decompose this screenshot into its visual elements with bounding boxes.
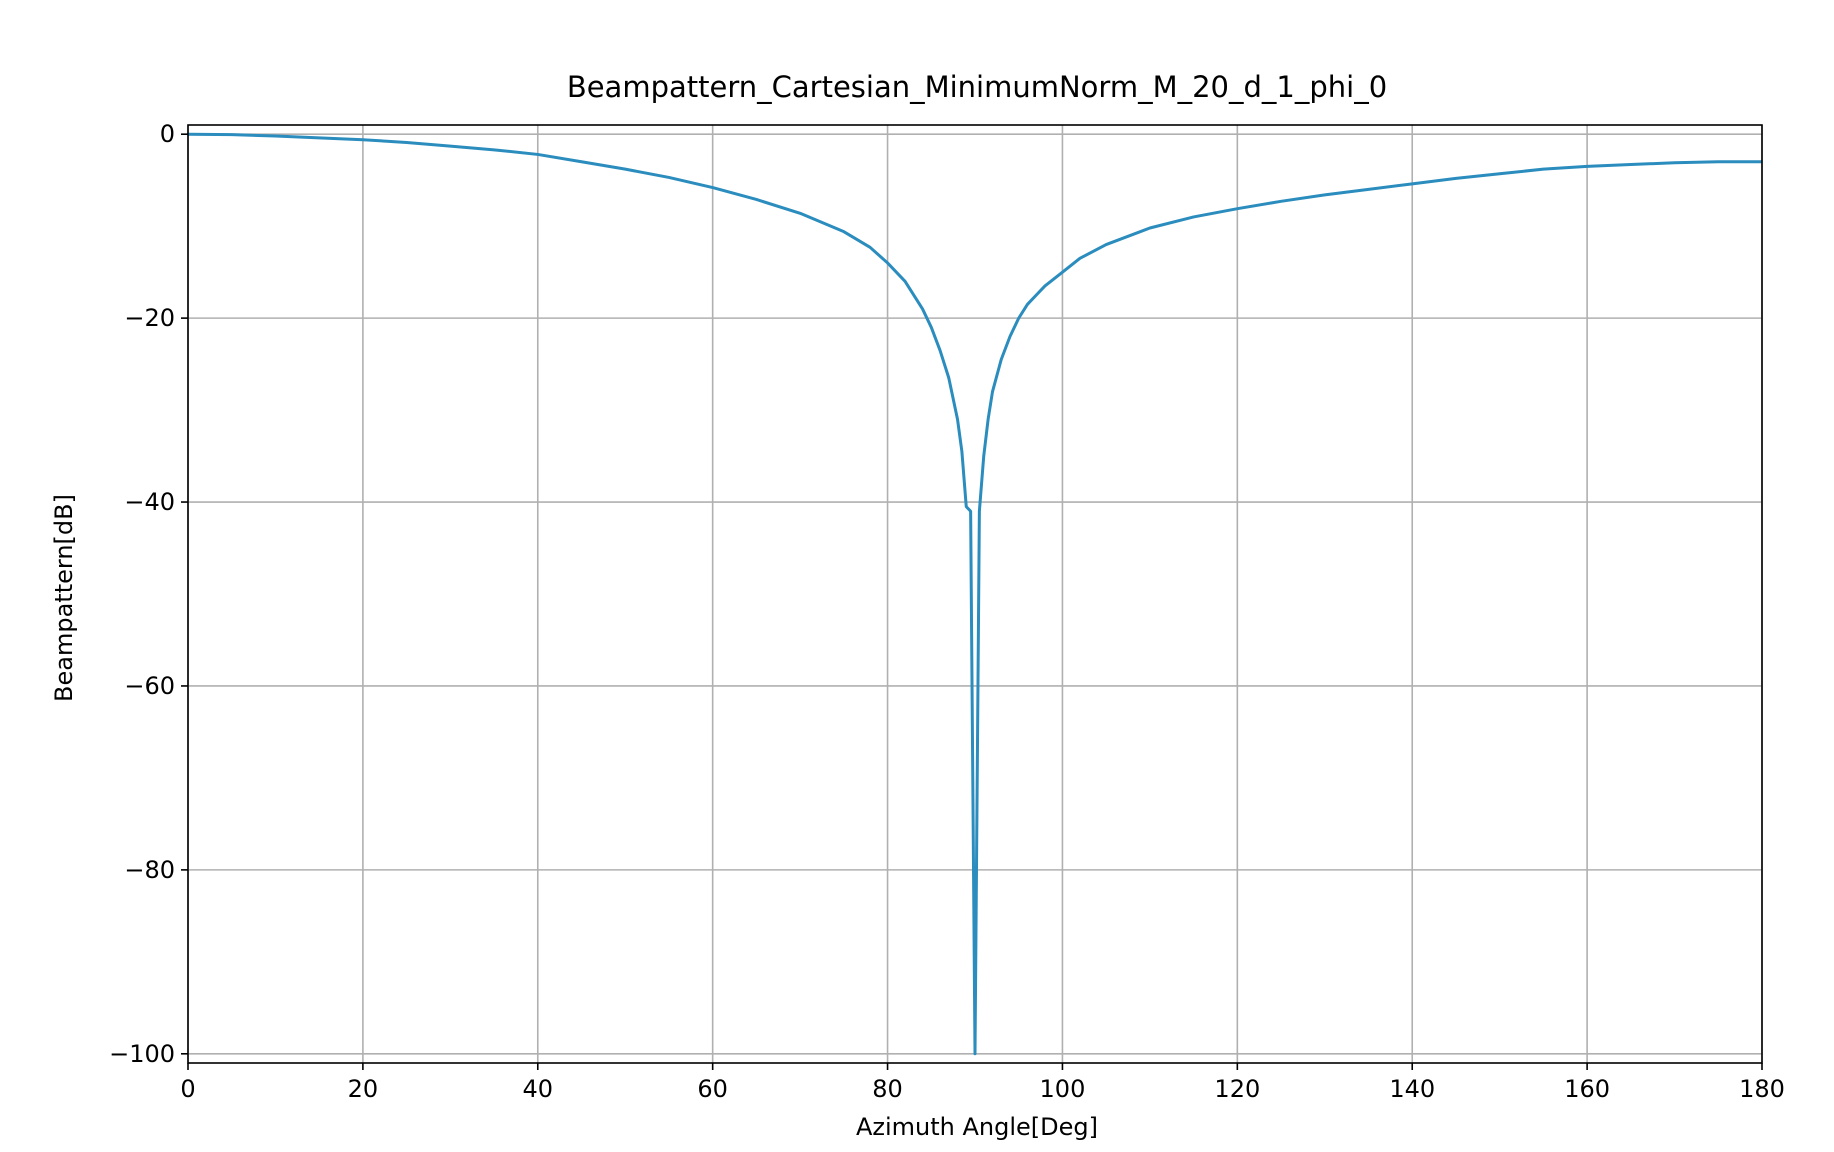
beampattern-line	[187, 132, 1762, 1056]
plot-frame	[187, 124, 1763, 1064]
y-tick-label: −40	[124, 488, 175, 516]
x-tick-label: 120	[1214, 1075, 1260, 1103]
y-tick-label: −100	[109, 1040, 175, 1068]
x-tick-label: 0	[180, 1075, 195, 1103]
x-tick-label: 80	[872, 1075, 903, 1103]
y-tick-label: −20	[124, 304, 175, 332]
x-tick-label: 20	[348, 1075, 379, 1103]
x-tick-label: 40	[523, 1075, 554, 1103]
x-tick-label: 60	[697, 1075, 728, 1103]
x-axis-label: Azimuth Angle[Deg]	[856, 1113, 1098, 1141]
x-tick-label: 100	[1040, 1075, 1086, 1103]
grid	[187, 125, 1763, 1063]
y-tick-label: −60	[124, 672, 175, 700]
y-tick-label: 0	[160, 120, 175, 148]
x-tick-label: 160	[1564, 1075, 1610, 1103]
y-axis-label: Beampattern[dB]	[50, 494, 78, 702]
x-axis-ticks: 0 20 40 60 80 100 120 140 160 180	[180, 1063, 1785, 1103]
x-tick-label: 180	[1739, 1075, 1785, 1103]
x-tick-label: 140	[1389, 1075, 1435, 1103]
y-tick-label: −80	[124, 856, 175, 884]
y-axis-ticks: 0 −20 −40 −60 −80 −100	[109, 120, 188, 1068]
chart-title: Beampattern_Cartesian_MinimumNorm_M_20_d…	[567, 70, 1387, 104]
